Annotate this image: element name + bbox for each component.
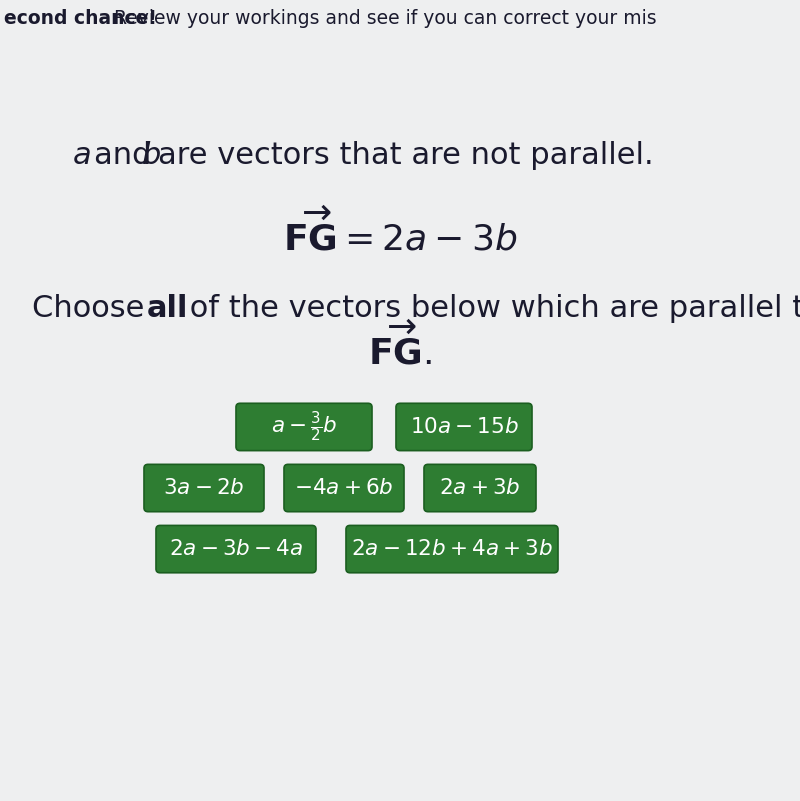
Text: econd chance!: econd chance! <box>4 10 157 28</box>
FancyBboxPatch shape <box>424 465 536 512</box>
FancyBboxPatch shape <box>236 403 372 451</box>
Text: and: and <box>94 142 162 171</box>
Text: Review your workings and see if you can correct your mis: Review your workings and see if you can … <box>108 10 657 28</box>
Text: $2a + 3b$: $2a + 3b$ <box>439 478 521 498</box>
FancyBboxPatch shape <box>284 465 404 512</box>
Text: $\overrightarrow{\mathbf{FG}}.$: $\overrightarrow{\mathbf{FG}}.$ <box>368 322 432 372</box>
Text: Choose: Choose <box>32 294 154 323</box>
Text: of the vectors below which are parallel to: of the vectors below which are parallel … <box>180 294 800 323</box>
FancyBboxPatch shape <box>396 403 532 451</box>
Text: $\mathit{b}$: $\mathit{b}$ <box>141 142 161 171</box>
Text: $2a - 12b + 4a + 3b$: $2a - 12b + 4a + 3b$ <box>351 539 553 559</box>
FancyBboxPatch shape <box>144 465 264 512</box>
Text: $3a - 2b$: $3a - 2b$ <box>163 478 245 498</box>
Text: $2a - 3b - 4a$: $2a - 3b - 4a$ <box>169 539 303 559</box>
FancyBboxPatch shape <box>346 525 558 573</box>
Text: all: all <box>146 294 188 323</box>
Text: are vectors that are not parallel.: are vectors that are not parallel. <box>158 142 654 171</box>
Text: $\mathit{a}$: $\mathit{a}$ <box>72 142 90 171</box>
FancyBboxPatch shape <box>156 525 316 573</box>
Text: $-4a + 6b$: $-4a + 6b$ <box>294 478 394 498</box>
Text: $\overrightarrow{\mathbf{FG}} = 2\mathit{a} - 3\mathit{b}$: $\overrightarrow{\mathbf{FG}} = 2\mathit… <box>283 207 517 257</box>
Text: $a - \frac{3}{2}b$: $a - \frac{3}{2}b$ <box>270 409 338 445</box>
Text: $10a - 15b$: $10a - 15b$ <box>410 417 518 437</box>
